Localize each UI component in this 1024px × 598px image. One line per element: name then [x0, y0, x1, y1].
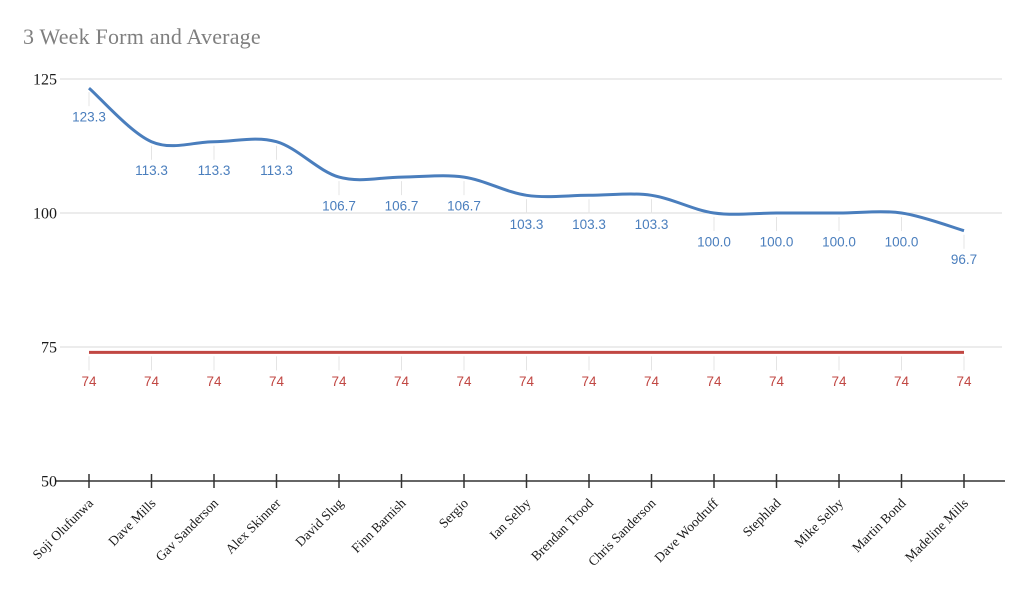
data-label: 74: [894, 374, 910, 389]
data-label: 74: [81, 374, 97, 389]
x-axis-label: Soji Olufunwa: [30, 496, 97, 563]
data-label: 74: [956, 374, 972, 389]
y-axis-tick-label: 100: [33, 206, 57, 223]
data-label: 74: [519, 374, 535, 389]
data-label: 103.3: [510, 217, 544, 232]
x-axis-label: Martin Bond: [849, 495, 909, 555]
x-axis-label: Madeline Mills: [902, 496, 971, 565]
data-label: 74: [144, 374, 160, 389]
x-axis-label: Chris Sanderson: [585, 495, 659, 569]
data-label: 74: [456, 374, 472, 389]
x-axis-label: Brendan Trood: [528, 495, 596, 563]
data-label: 74: [831, 374, 847, 389]
data-label: 100.0: [885, 235, 919, 250]
data-label: 74: [269, 374, 285, 389]
x-axis-label: Sergio: [436, 495, 472, 531]
x-axis-label: Mike Selby: [791, 495, 846, 550]
data-label: 100.0: [697, 235, 731, 250]
data-label: 106.7: [385, 199, 419, 214]
x-axis-label: Ian Selby: [487, 495, 534, 542]
data-label: 100.0: [760, 235, 794, 250]
x-axis-label: Dave Mills: [105, 496, 158, 549]
data-label: 96.7: [951, 252, 977, 267]
data-label: 106.7: [447, 199, 481, 214]
data-label: 74: [769, 374, 785, 389]
data-label: 74: [581, 374, 597, 389]
data-label: 113.3: [260, 163, 293, 178]
x-axis-label: Gav Sanderson: [152, 495, 221, 564]
chart-title: 3 Week Form and Average: [23, 24, 261, 49]
data-label: 74: [331, 374, 347, 389]
data-label: 74: [394, 374, 410, 389]
data-label: 74: [644, 374, 660, 389]
y-axis-tick-label: 125: [33, 72, 57, 89]
x-axis-label: Finn Barnish: [348, 495, 408, 555]
y-axis-tick-label: 50: [41, 474, 57, 491]
data-label: 74: [206, 374, 222, 389]
data-label: 74: [706, 374, 722, 389]
data-label: 113.3: [135, 163, 168, 178]
data-label: 103.3: [635, 217, 669, 232]
data-label: 106.7: [322, 199, 356, 214]
x-axis-label: Alex Skinner: [222, 495, 284, 557]
series-line-1: [88, 86, 965, 233]
data-label: 100.0: [822, 235, 856, 250]
data-label: 103.3: [572, 217, 606, 232]
x-axis-label: David Slug: [292, 495, 346, 549]
x-axis-label: Dave Woodruff: [651, 495, 721, 565]
data-label: 123.3: [72, 110, 106, 125]
data-label: 113.3: [198, 163, 231, 178]
y-axis-tick-label: 75: [41, 340, 57, 357]
x-axis-label: Stephlad: [740, 495, 784, 539]
